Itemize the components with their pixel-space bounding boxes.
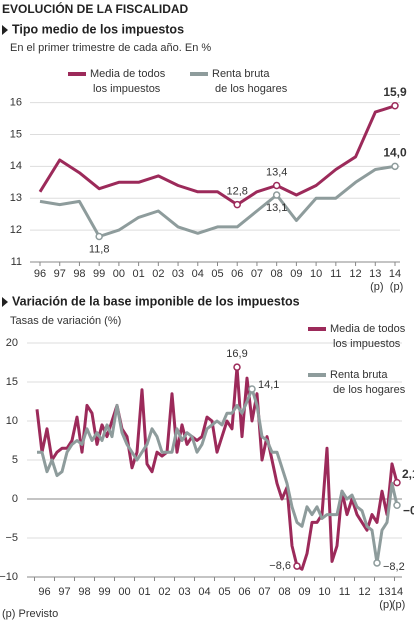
- x-tick-label: 04: [192, 268, 204, 280]
- y-tick-label: 16: [10, 96, 22, 108]
- point-marker: [393, 501, 401, 509]
- y-tick-label: 11: [11, 256, 22, 268]
- value-label: 16,9: [226, 348, 247, 360]
- value-label: 14,0: [383, 146, 407, 160]
- series-line: [35, 365, 399, 571]
- x-tick-label: 11: [339, 586, 350, 598]
- y-tick-label: 20: [6, 337, 18, 349]
- x-tick-label: 00: [118, 586, 130, 598]
- x-tick-label: 02: [158, 586, 170, 598]
- value-label: −0,8: [403, 503, 414, 517]
- point-marker: [391, 162, 399, 171]
- x-tick-label: 14 (p): [387, 268, 404, 293]
- y-tick-label: 13: [10, 192, 22, 204]
- series-line: [38, 104, 396, 207]
- y-tick-label: 15: [10, 128, 22, 140]
- value-label: 14,1: [258, 379, 279, 391]
- x-tick-label: 05: [218, 586, 230, 598]
- x-tick-label: 06: [231, 268, 243, 280]
- x-tick-label: 13 (p): [367, 268, 384, 293]
- point-marker: [272, 191, 281, 199]
- y-tick-label: −10: [0, 571, 18, 583]
- chart-subtitle: En el primer trimestre de cada año. En %: [10, 42, 211, 54]
- x-tick-label: 14 (p): [389, 586, 406, 611]
- x-tick-label: 08: [278, 586, 290, 598]
- x-tick-label: 99: [98, 586, 110, 598]
- value-label: 13,4: [266, 166, 287, 178]
- x-tick-label: 06: [238, 586, 250, 598]
- value-label: −8,2: [383, 561, 405, 573]
- point-marker: [373, 559, 381, 567]
- x-tick-label: 01: [138, 586, 150, 598]
- x-tick-label: 03: [172, 268, 184, 280]
- bullet: [2, 25, 8, 35]
- x-tick-label: 00: [113, 268, 125, 280]
- value-label: −8,6: [269, 560, 291, 572]
- value-label: 13,1: [266, 202, 287, 214]
- x-tick-label: 08: [271, 268, 283, 280]
- point-marker: [233, 200, 241, 209]
- x-tick-label: 97: [58, 586, 70, 598]
- point-marker: [233, 363, 241, 371]
- x-tick-label: 98: [73, 268, 85, 280]
- x-tick-label: 97: [54, 268, 66, 280]
- x-tick-label: 03: [178, 586, 190, 598]
- legend-label: Media de todos los impuestos: [330, 323, 406, 350]
- x-tick-label: 05: [211, 268, 223, 280]
- legend-label: Media de todos los impuestos: [90, 68, 166, 95]
- series-line: [39, 164, 396, 238]
- y-tick-label: 5: [12, 454, 18, 466]
- x-tick-label: 04: [198, 586, 210, 598]
- y-tick-label: 12: [10, 224, 22, 236]
- x-tick-label: 02: [152, 268, 164, 280]
- value-label: 2,1: [402, 467, 414, 481]
- y-tick-label: 15: [6, 376, 18, 388]
- bullet: [2, 297, 8, 307]
- value-label: 12,8: [227, 186, 248, 198]
- point-marker: [272, 181, 281, 190]
- y-tick-label: −5: [5, 532, 18, 544]
- x-tick-label: 09: [298, 586, 310, 598]
- x-tick-label: 98: [78, 586, 90, 598]
- x-tick-label: 01: [132, 268, 144, 280]
- point-marker: [95, 232, 103, 241]
- y-tick-label: 10: [6, 415, 18, 427]
- x-tick-label: 07: [251, 268, 263, 280]
- point-marker: [391, 102, 399, 110]
- value-label: 15,9: [383, 85, 407, 99]
- x-tick-label: 96: [38, 586, 50, 598]
- x-tick-label: 11: [330, 268, 341, 280]
- y-tick-label: 0: [12, 493, 18, 505]
- value-label: 11,8: [89, 243, 110, 255]
- point-marker: [293, 562, 301, 570]
- chart-title: Variación de la base imponible de los im…: [12, 294, 300, 308]
- legend-label: Renta bruta de los hogares: [212, 68, 288, 95]
- series-line: [37, 387, 399, 565]
- y-tick-label: 14: [10, 160, 22, 172]
- x-tick-label: 10: [318, 586, 330, 598]
- chart-subtitle: Tasas de variación (%): [10, 315, 121, 327]
- footnote: (p) Previsto: [2, 608, 58, 620]
- x-tick-label: 10: [310, 268, 322, 280]
- x-tick-label: 13 (p): [376, 586, 393, 611]
- chart-title: Tipo medio de los impuestos: [12, 22, 184, 36]
- x-tick-label: 12: [349, 268, 361, 280]
- page-title: EVOLUCIÓN DE LA FISCALIDAD: [2, 1, 189, 16]
- x-tick-label: 09: [290, 268, 302, 280]
- x-tick-label: 07: [258, 586, 270, 598]
- x-tick-label: 96: [34, 268, 46, 280]
- point-marker: [393, 478, 401, 487]
- legend-label: Renta bruta de los hogares: [330, 369, 406, 396]
- point-marker: [248, 385, 256, 393]
- x-tick-label: 99: [93, 268, 105, 280]
- x-tick-label: 12: [358, 586, 370, 598]
